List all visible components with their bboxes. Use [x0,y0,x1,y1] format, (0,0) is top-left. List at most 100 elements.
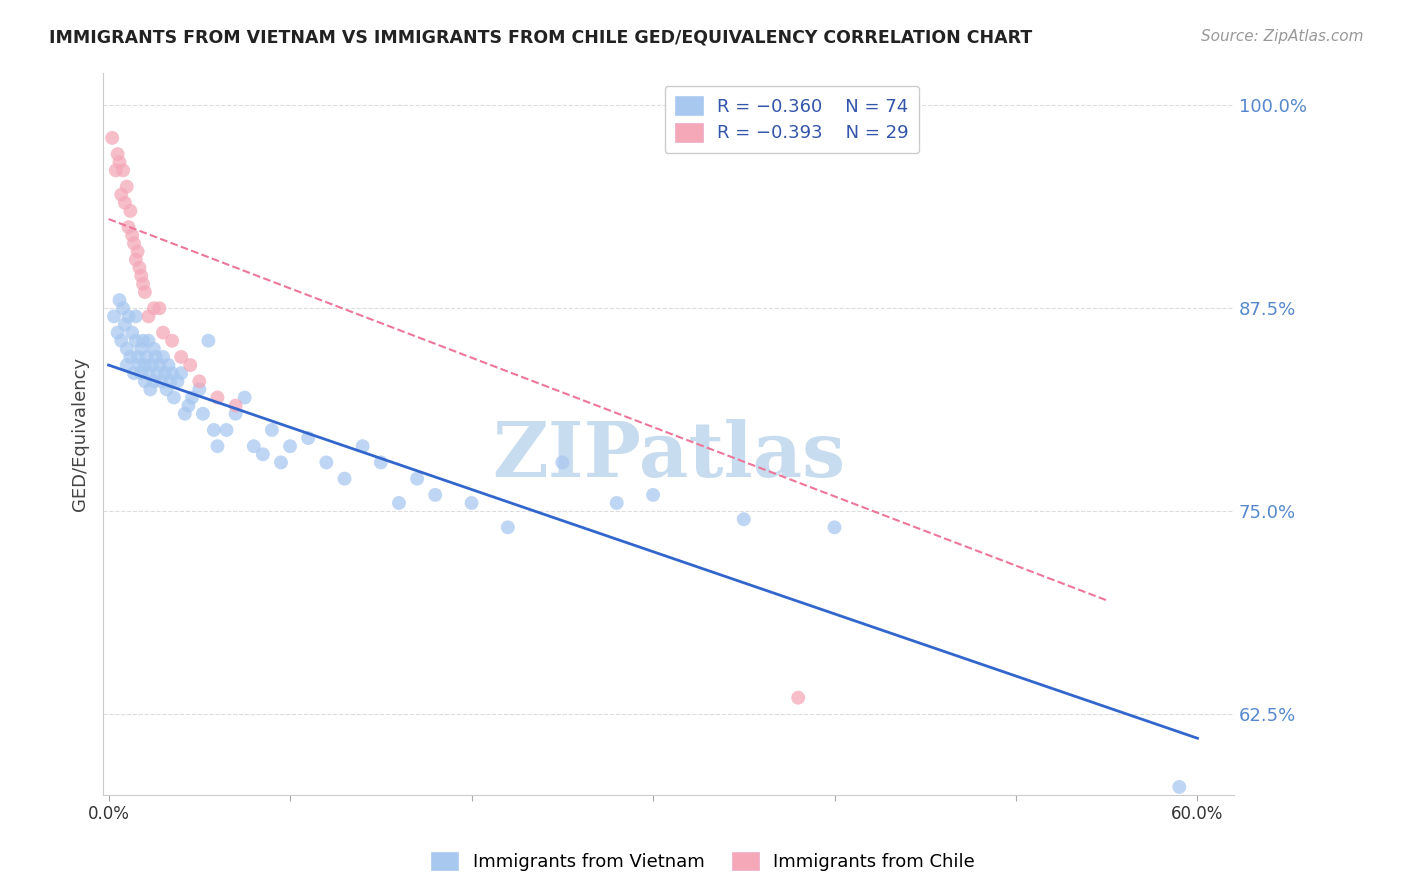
Point [215,423,238,437]
Point [108,155,131,169]
Point [135,350,157,364]
Point [170,366,193,380]
Point [170,350,193,364]
Point [114,195,136,210]
Point [157,358,180,372]
Point [166,374,188,388]
Point [138,366,160,380]
Point [122,236,145,251]
Point [101,131,124,145]
Point [733,512,755,526]
Point [496,520,519,534]
Point [128,358,150,372]
Point [125,252,148,267]
Point [104,163,127,178]
Legend: Immigrants from Vietnam, Immigrants from Chile: Immigrants from Vietnam, Immigrants from… [425,845,981,879]
Point [129,366,152,380]
Point [181,391,204,405]
Point [129,342,152,356]
Point [127,244,149,259]
Point [107,147,129,161]
Point [110,334,132,348]
Point [297,431,319,445]
Point [112,163,135,178]
Legend: R = −0.360    N = 74, R = −0.393    N = 29: R = −0.360 N = 74, R = −0.393 N = 29 [665,86,920,153]
Point [107,326,129,340]
Point [138,334,160,348]
Point [132,334,155,348]
Point [148,301,170,316]
Y-axis label: GED/Equivalency: GED/Equivalency [72,357,89,511]
Point [606,496,628,510]
Point [153,366,176,380]
Point [173,407,195,421]
Point [121,326,143,340]
Point [127,350,149,364]
Point [197,334,219,348]
Point [152,326,174,340]
Point [207,439,229,453]
Point [177,399,200,413]
Point [112,301,135,316]
Point [225,399,247,413]
Point [134,285,156,299]
Point [156,383,179,397]
Point [103,310,125,324]
Text: IMMIGRANTS FROM VIETNAM VS IMMIGRANTS FROM CHILE GED/EQUIVALENCY CORRELATION CHA: IMMIGRANTS FROM VIETNAM VS IMMIGRANTS FR… [49,29,1032,46]
Text: Source: ZipAtlas.com: Source: ZipAtlas.com [1201,29,1364,44]
Point [352,439,374,453]
Point [191,407,214,421]
Point [110,187,132,202]
Point [160,366,183,380]
Point [134,374,156,388]
Point [202,423,225,437]
Point [388,496,411,510]
Point [142,342,165,356]
Point [252,447,274,461]
Point [128,260,150,275]
Point [145,350,167,364]
Point [142,301,165,316]
Point [188,374,211,388]
Point [824,520,846,534]
Point [120,350,142,364]
Point [159,374,181,388]
Point [1168,780,1191,794]
Point [260,423,283,437]
Point [460,496,482,510]
Point [270,455,292,469]
Point [160,334,183,348]
Point [148,358,170,372]
Text: ZIPatlas: ZIPatlas [492,418,845,492]
Point [121,228,143,243]
Point [129,268,152,283]
Point [787,690,810,705]
Point [146,366,169,380]
Point [641,488,664,502]
Point [108,293,131,307]
Point [125,334,148,348]
Point [163,391,186,405]
Point [242,439,264,453]
Point [333,472,356,486]
Point [406,472,429,486]
Point [114,318,136,332]
Point [207,391,229,405]
Point [278,439,301,453]
Point [188,383,211,397]
Point [117,310,139,324]
Point [117,220,139,235]
Point [134,358,156,372]
Point [115,358,138,372]
Point [138,310,160,324]
Point [125,310,148,324]
Point [179,358,201,372]
Point [551,455,574,469]
Point [122,366,145,380]
Point [141,358,163,372]
Point [150,374,173,388]
Point [233,391,256,405]
Point [115,179,138,194]
Point [425,488,447,502]
Point [139,383,162,397]
